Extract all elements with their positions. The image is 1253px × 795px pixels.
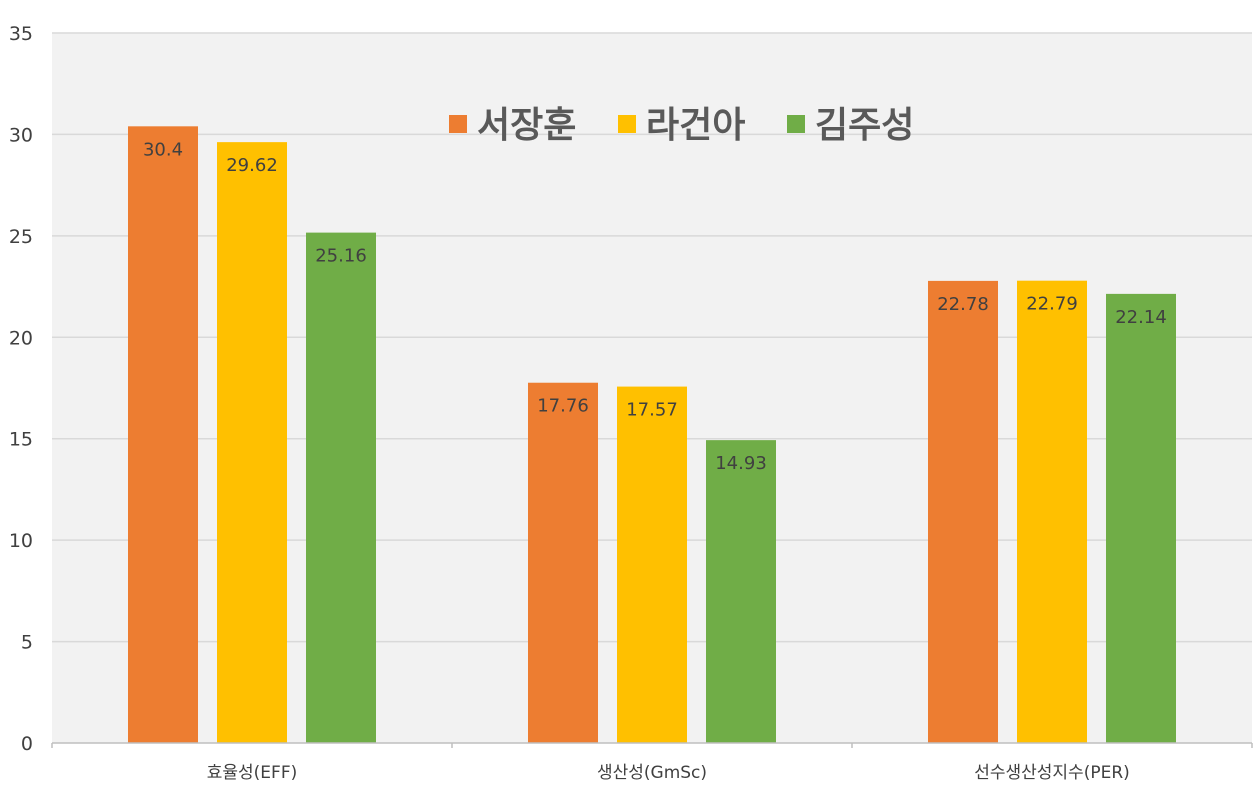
y-tick-label: 5 — [21, 632, 33, 654]
legend-label: 라건아 — [646, 105, 745, 146]
legend-swatch — [449, 115, 467, 133]
bar — [528, 382, 598, 743]
y-tick-label: 35 — [9, 23, 33, 45]
legend-swatch — [618, 115, 636, 133]
bar — [128, 126, 198, 744]
y-tick-label: 10 — [9, 530, 33, 552]
bar — [1106, 293, 1176, 743]
data-label: 22.79 — [1026, 294, 1078, 315]
y-tick-label: 25 — [9, 226, 33, 248]
y-axis-ticks: 0 5 10 15 20 25 30 35 — [9, 23, 33, 755]
data-label: 29.62 — [226, 155, 278, 176]
data-label: 14.93 — [715, 453, 767, 474]
bar — [217, 142, 287, 743]
x-tick-label: 선수생산성지수(PER) — [974, 763, 1130, 783]
data-label: 22.78 — [937, 294, 989, 315]
data-label: 30.4 — [143, 139, 183, 160]
y-tick-label: 20 — [9, 327, 33, 349]
legend-label: 서장훈 — [477, 105, 576, 146]
bar — [928, 280, 998, 743]
data-label: 25.16 — [315, 246, 367, 267]
bars — [128, 126, 1176, 744]
bar — [706, 440, 776, 743]
data-label: 22.14 — [1115, 307, 1167, 328]
y-tick-label: 30 — [9, 124, 33, 146]
y-tick-label: 15 — [9, 429, 33, 451]
legend: 서장훈 라건아 김주성 — [449, 105, 914, 146]
bar — [306, 232, 376, 743]
bar — [1017, 280, 1087, 743]
data-labels: 30.4 29.62 25.16 17.76 17.57 14.93 22.78 22.79 2… — [143, 139, 1167, 474]
y-tick-label: 0 — [21, 733, 33, 755]
bar — [617, 386, 687, 743]
data-label: 17.57 — [626, 400, 678, 421]
data-label: 17.76 — [537, 396, 589, 417]
x-tick-label: 생산성(GmSc) — [597, 763, 707, 783]
x-tick-label: 효율성(EFF) — [207, 763, 297, 783]
x-axis: 효율성(EFF) 생산성(GmSc) 선수생산성지수(PER) — [51, 742, 1253, 783]
legend-label: 김주성 — [815, 105, 914, 146]
legend-swatch — [787, 115, 805, 133]
